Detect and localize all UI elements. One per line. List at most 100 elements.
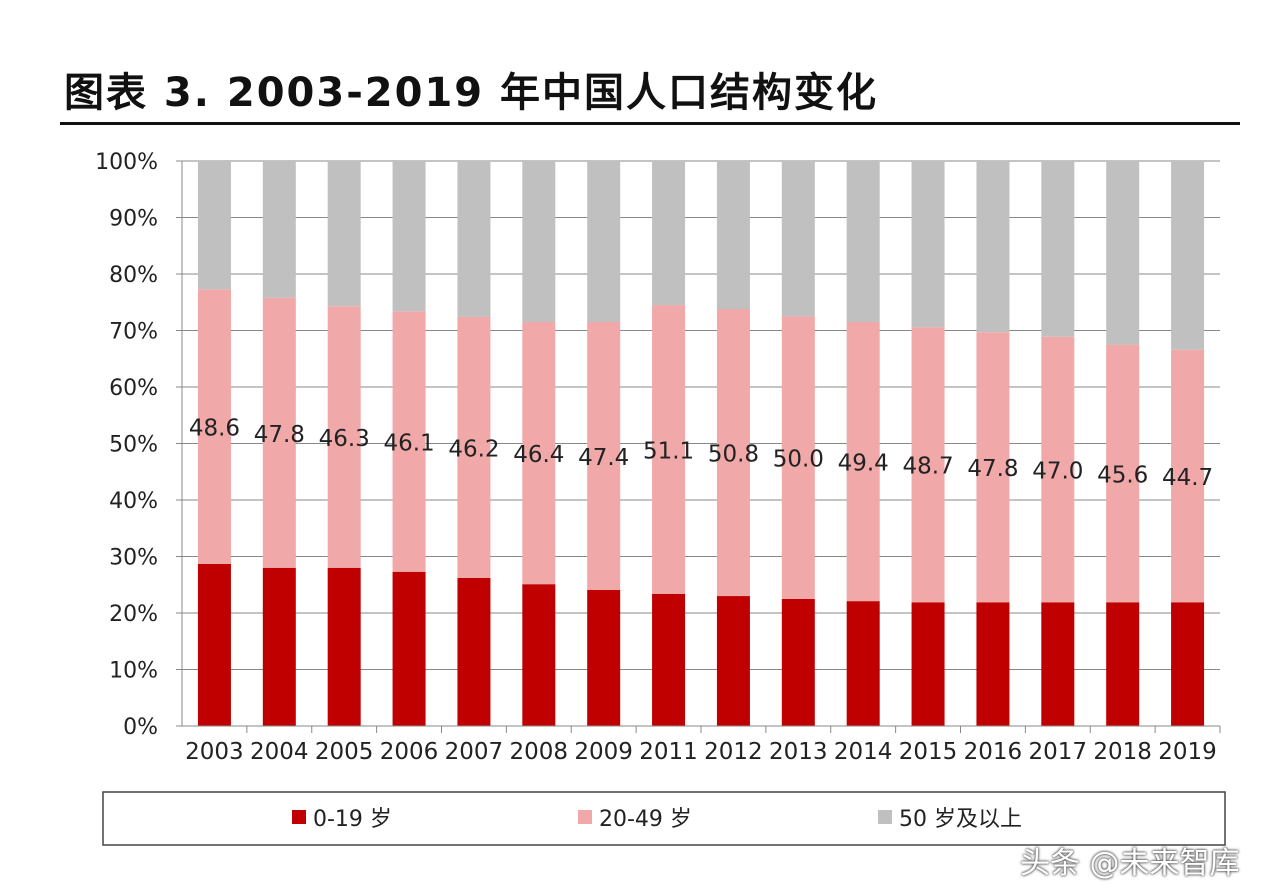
bar-0-19岁 bbox=[846, 601, 880, 726]
bar-50岁及以上 bbox=[262, 161, 296, 298]
bar-0-19岁 bbox=[1041, 602, 1075, 726]
bar-0-19岁 bbox=[1106, 602, 1140, 726]
bar-20-49岁 bbox=[716, 309, 750, 597]
x-tick-label: 2018 bbox=[1093, 739, 1152, 765]
x-tick-label: 2014 bbox=[834, 739, 893, 765]
bar-50岁及以上 bbox=[392, 161, 426, 312]
bar-50岁及以上 bbox=[652, 161, 686, 306]
bar-50岁及以上 bbox=[1171, 161, 1205, 350]
bar-50岁及以上 bbox=[1106, 161, 1140, 345]
legend-swatch bbox=[292, 810, 306, 824]
x-tick-label: 2019 bbox=[1158, 739, 1217, 765]
x-tick-label: 2015 bbox=[899, 739, 958, 765]
bar-0-19岁 bbox=[1171, 602, 1205, 726]
data-label: 49.4 bbox=[838, 451, 889, 477]
x-tick-label: 2008 bbox=[510, 739, 569, 765]
data-label: 48.6 bbox=[189, 416, 240, 442]
bar-0-19岁 bbox=[262, 567, 296, 726]
bar-50岁及以上 bbox=[587, 161, 621, 323]
bar-0-19岁 bbox=[327, 567, 361, 726]
x-tick-label: 2003 bbox=[185, 739, 244, 765]
bar-50岁及以上 bbox=[197, 161, 231, 290]
bar-50岁及以上 bbox=[846, 161, 880, 323]
y-tick-label: 90% bbox=[109, 207, 158, 232]
y-tick-label: 30% bbox=[109, 546, 158, 571]
x-tick-label: 2017 bbox=[1029, 739, 1088, 765]
legend-swatch bbox=[878, 810, 892, 824]
x-tick-label: 2009 bbox=[574, 739, 633, 765]
bar-20-49岁 bbox=[197, 289, 231, 564]
data-label: 45.6 bbox=[1097, 462, 1148, 488]
bar-50岁及以上 bbox=[522, 161, 556, 323]
bar-20-49岁 bbox=[262, 297, 296, 568]
x-tick-label: 2006 bbox=[380, 739, 439, 765]
chart-title: 图表 3. 2003-2019 年中国人口结构变化 bbox=[64, 70, 879, 116]
bar-50岁及以上 bbox=[716, 161, 750, 310]
y-tick-label: 80% bbox=[109, 263, 158, 288]
title-divider bbox=[60, 122, 1240, 125]
y-tick-label: 100% bbox=[95, 150, 158, 175]
legend-box bbox=[102, 791, 1226, 846]
legend-label: 20-49 岁 bbox=[599, 807, 692, 832]
bar-50岁及以上 bbox=[327, 161, 361, 307]
bar-0-19岁 bbox=[197, 563, 231, 726]
bar-20-49岁 bbox=[911, 327, 945, 603]
data-label: 47.4 bbox=[578, 445, 629, 471]
y-tick-label: 60% bbox=[109, 376, 158, 401]
data-label: 46.2 bbox=[448, 436, 499, 462]
bar-0-19岁 bbox=[392, 571, 426, 726]
y-tick-label: 50% bbox=[109, 433, 158, 458]
y-tick-label: 0% bbox=[123, 715, 158, 740]
legend-label: 0-19 岁 bbox=[313, 807, 392, 832]
bar-20-49岁 bbox=[457, 316, 491, 578]
bar-50岁及以上 bbox=[976, 161, 1010, 333]
data-label: 47.0 bbox=[1032, 458, 1083, 484]
bar-50岁及以上 bbox=[781, 161, 815, 317]
x-tick-label: 2005 bbox=[315, 739, 374, 765]
x-tick-label: 2011 bbox=[639, 739, 698, 765]
x-tick-label: 2012 bbox=[704, 739, 763, 765]
bar-20-49岁 bbox=[1041, 336, 1075, 603]
y-tick-label: 10% bbox=[109, 659, 158, 684]
bar-20-49岁 bbox=[846, 322, 880, 602]
data-label: 46.1 bbox=[383, 431, 434, 457]
bar-0-19岁 bbox=[911, 602, 945, 726]
data-label: 46.3 bbox=[319, 426, 370, 452]
x-tick-label: 2013 bbox=[769, 739, 828, 765]
legend-swatch bbox=[578, 810, 592, 824]
bar-20-49岁 bbox=[781, 316, 815, 599]
bar-20-49岁 bbox=[522, 322, 556, 585]
data-label: 50.0 bbox=[773, 447, 824, 473]
bar-20-49岁 bbox=[587, 322, 621, 590]
data-label: 50.8 bbox=[708, 442, 759, 468]
x-tick-label: 2007 bbox=[445, 739, 504, 765]
bar-50岁及以上 bbox=[1041, 161, 1075, 337]
bar-20-49岁 bbox=[976, 332, 1010, 603]
x-tick-label: 2004 bbox=[250, 739, 309, 765]
bar-0-19岁 bbox=[587, 589, 621, 726]
bar-0-19岁 bbox=[716, 596, 750, 726]
x-tick-label: 2016 bbox=[964, 739, 1023, 765]
bar-20-49岁 bbox=[652, 305, 686, 594]
bar-0-19岁 bbox=[976, 602, 1010, 726]
y-tick-label: 70% bbox=[109, 320, 158, 345]
data-label: 48.7 bbox=[902, 454, 953, 480]
bar-50岁及以上 bbox=[457, 161, 491, 317]
data-label: 46.4 bbox=[513, 442, 564, 468]
y-tick-label: 20% bbox=[109, 602, 158, 627]
legend-label: 50 岁及以上 bbox=[899, 807, 1022, 832]
bar-0-19岁 bbox=[781, 598, 815, 726]
data-label: 47.8 bbox=[967, 456, 1018, 482]
bar-20-49岁 bbox=[327, 306, 361, 568]
bar-20-49岁 bbox=[392, 311, 426, 572]
bar-20-49岁 bbox=[1106, 344, 1140, 603]
bar-0-19岁 bbox=[522, 584, 556, 726]
data-label: 51.1 bbox=[643, 438, 694, 464]
bar-0-19岁 bbox=[652, 593, 686, 726]
bar-0-19岁 bbox=[457, 577, 491, 726]
bar-20-49岁 bbox=[1171, 349, 1205, 603]
y-tick-label: 40% bbox=[109, 489, 158, 514]
data-label: 44.7 bbox=[1162, 465, 1213, 491]
watermark: 头条 @未来智库 bbox=[1020, 846, 1240, 881]
